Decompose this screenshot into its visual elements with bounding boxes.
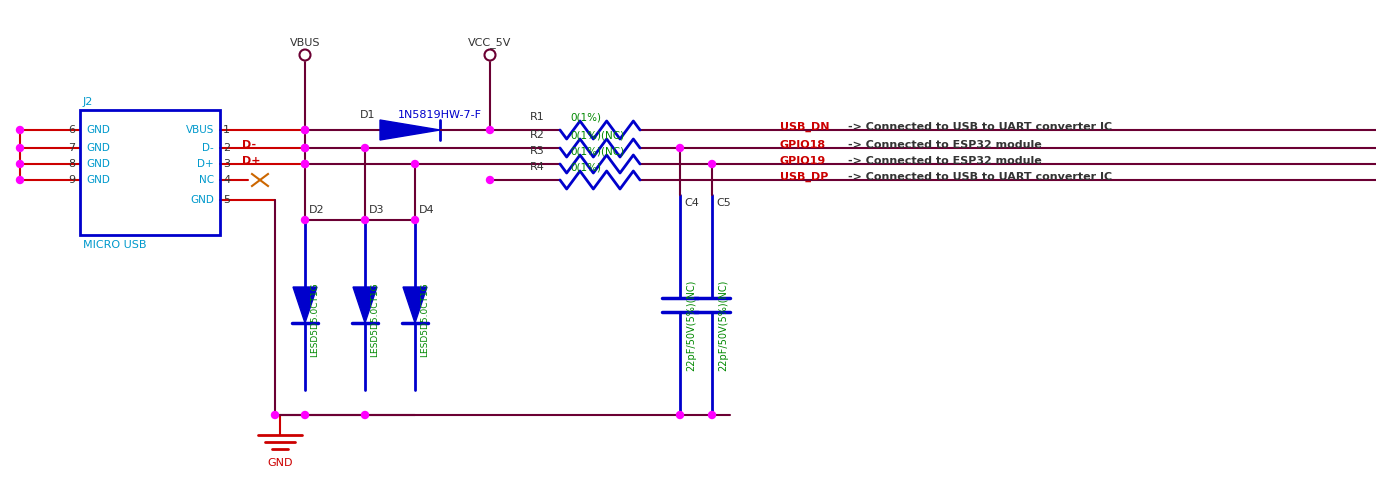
Text: -> Connected to USB to UART converter IC: -> Connected to USB to UART converter IC	[848, 172, 1112, 182]
Text: R4: R4	[530, 162, 545, 172]
Bar	[80, 110, 220, 235]
Text: 22pF/50V(5%)(NC): 22pF/50V(5%)(NC)	[718, 279, 728, 371]
Circle shape	[301, 161, 308, 167]
Text: R3: R3	[530, 146, 545, 156]
Circle shape	[301, 144, 308, 151]
Circle shape	[301, 411, 308, 419]
Circle shape	[487, 177, 494, 183]
Text: VCC_5V: VCC_5V	[468, 38, 512, 48]
Text: LESD5D5.0CT1G: LESD5D5.0CT1G	[420, 283, 429, 357]
Text: 3: 3	[223, 159, 230, 169]
Text: D3: D3	[369, 205, 384, 215]
Circle shape	[271, 411, 278, 419]
Text: -> Connected to USB to UART converter IC: -> Connected to USB to UART converter IC	[848, 122, 1112, 132]
Text: 9: 9	[67, 175, 76, 185]
Circle shape	[17, 144, 23, 151]
Text: D4: D4	[420, 205, 435, 215]
Circle shape	[709, 411, 716, 419]
Text: GND: GND	[267, 458, 293, 468]
Text: GPIO19: GPIO19	[780, 156, 826, 166]
Text: USB_DN: USB_DN	[780, 122, 830, 132]
Text: R2: R2	[530, 130, 545, 140]
Circle shape	[362, 144, 369, 151]
Text: 2: 2	[223, 143, 230, 153]
Text: VBUS: VBUS	[186, 125, 215, 135]
Circle shape	[709, 161, 716, 167]
Circle shape	[17, 161, 23, 167]
Text: GND: GND	[85, 175, 110, 185]
Circle shape	[411, 161, 418, 167]
Circle shape	[17, 177, 23, 183]
Text: 5: 5	[223, 195, 230, 205]
Text: LESD5D5.0CT1G: LESD5D5.0CT1G	[310, 283, 319, 357]
Circle shape	[487, 126, 494, 134]
Circle shape	[362, 217, 369, 224]
Text: D2: D2	[310, 205, 325, 215]
Text: 0(1%)(NC): 0(1%)(NC)	[570, 130, 625, 140]
Text: C4: C4	[684, 198, 699, 208]
Circle shape	[301, 126, 308, 134]
Text: C5: C5	[716, 198, 731, 208]
Text: 4: 4	[223, 175, 230, 185]
Text: LESD5D5.0CT1G: LESD5D5.0CT1G	[370, 283, 378, 357]
Text: 0(1%): 0(1%)	[570, 162, 601, 172]
Text: USB_DP: USB_DP	[780, 172, 828, 182]
Circle shape	[362, 411, 369, 419]
Polygon shape	[380, 120, 440, 140]
Text: GPIO18: GPIO18	[780, 140, 826, 150]
Text: GND: GND	[85, 159, 110, 169]
Text: D+: D+	[197, 159, 215, 169]
Text: GND: GND	[85, 143, 110, 153]
Text: -> Connected to ESP32 module: -> Connected to ESP32 module	[848, 156, 1042, 166]
Circle shape	[301, 144, 308, 151]
Text: J2: J2	[83, 97, 94, 107]
Text: -> Connected to ESP32 module: -> Connected to ESP32 module	[848, 140, 1042, 150]
Text: NC: NC	[200, 175, 215, 185]
Text: D1: D1	[361, 110, 376, 120]
Circle shape	[411, 217, 418, 224]
Text: 7: 7	[67, 143, 76, 153]
Text: 22pF/50V(5%)(NC): 22pF/50V(5%)(NC)	[687, 279, 696, 371]
Text: D-: D-	[202, 143, 215, 153]
Text: D-: D-	[242, 140, 256, 150]
Text: 0(1%): 0(1%)	[570, 112, 601, 122]
Circle shape	[677, 411, 684, 419]
Circle shape	[301, 126, 308, 134]
Text: GND: GND	[190, 195, 215, 205]
Text: MICRO USB: MICRO USB	[83, 240, 146, 250]
Text: 6: 6	[67, 125, 76, 135]
Circle shape	[17, 126, 23, 134]
Circle shape	[301, 161, 308, 167]
Text: GND: GND	[85, 125, 110, 135]
Text: VBUS: VBUS	[290, 38, 321, 48]
Text: 1N5819HW-7-F: 1N5819HW-7-F	[398, 110, 482, 120]
Text: 0(1%)(NC): 0(1%)(NC)	[570, 146, 625, 156]
Text: R1: R1	[530, 112, 545, 122]
Text: 8: 8	[67, 159, 76, 169]
Circle shape	[677, 144, 684, 151]
Polygon shape	[354, 287, 377, 323]
Text: 1: 1	[223, 125, 230, 135]
Polygon shape	[293, 287, 316, 323]
Polygon shape	[403, 287, 427, 323]
Circle shape	[301, 217, 308, 224]
Text: D+: D+	[242, 156, 260, 166]
